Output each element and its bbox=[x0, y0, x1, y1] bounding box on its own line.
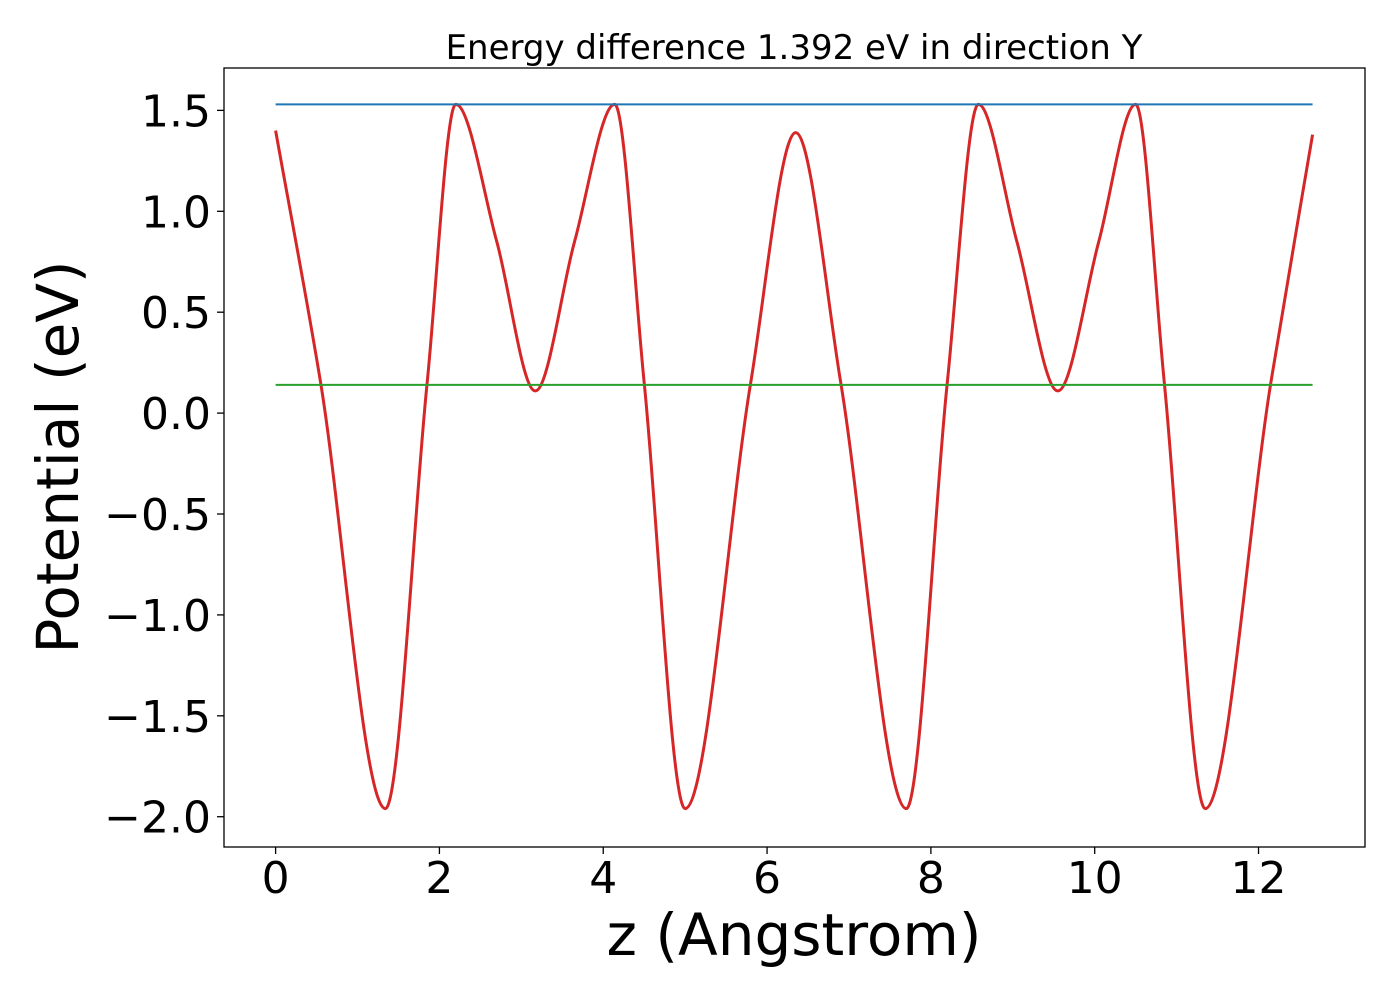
x-tick-label: 4 bbox=[589, 853, 617, 904]
plot-frame bbox=[223, 67, 1366, 848]
y-tick-label: −1.5 bbox=[104, 692, 211, 743]
x-tick-label: 2 bbox=[425, 853, 453, 904]
x-axis-label: z (Angstrom) bbox=[607, 901, 982, 969]
potential-line bbox=[274, 102, 1315, 811]
y-tick-label: 1.5 bbox=[141, 86, 211, 137]
plot-area bbox=[223, 67, 1366, 848]
y-tick-label: 0.0 bbox=[141, 389, 211, 440]
y-tick-label: 0.5 bbox=[141, 288, 211, 339]
chart-title: Energy difference 1.392 eV in direction … bbox=[446, 28, 1143, 68]
y-axis: −2.0 −1.5 −1.0 −0.5 0.0 0.5 1.0 1.5 bbox=[104, 86, 224, 844]
series-layer bbox=[274, 102, 1315, 811]
x-tick-label: 12 bbox=[1231, 853, 1287, 904]
y-tick-label: −1.0 bbox=[104, 591, 211, 642]
x-tick-label: 8 bbox=[917, 853, 945, 904]
x-tick-label: 0 bbox=[262, 853, 290, 904]
x-tick-label: 10 bbox=[1067, 853, 1123, 904]
y-tick-label: −0.5 bbox=[104, 490, 211, 541]
x-axis: 0 2 4 6 8 10 12 bbox=[262, 847, 1287, 904]
y-axis-label: Potential (eV) bbox=[24, 260, 92, 653]
y-tick-label: −2.0 bbox=[104, 793, 211, 844]
x-tick-label: 6 bbox=[753, 853, 781, 904]
y-tick-label: 1.0 bbox=[141, 187, 211, 238]
